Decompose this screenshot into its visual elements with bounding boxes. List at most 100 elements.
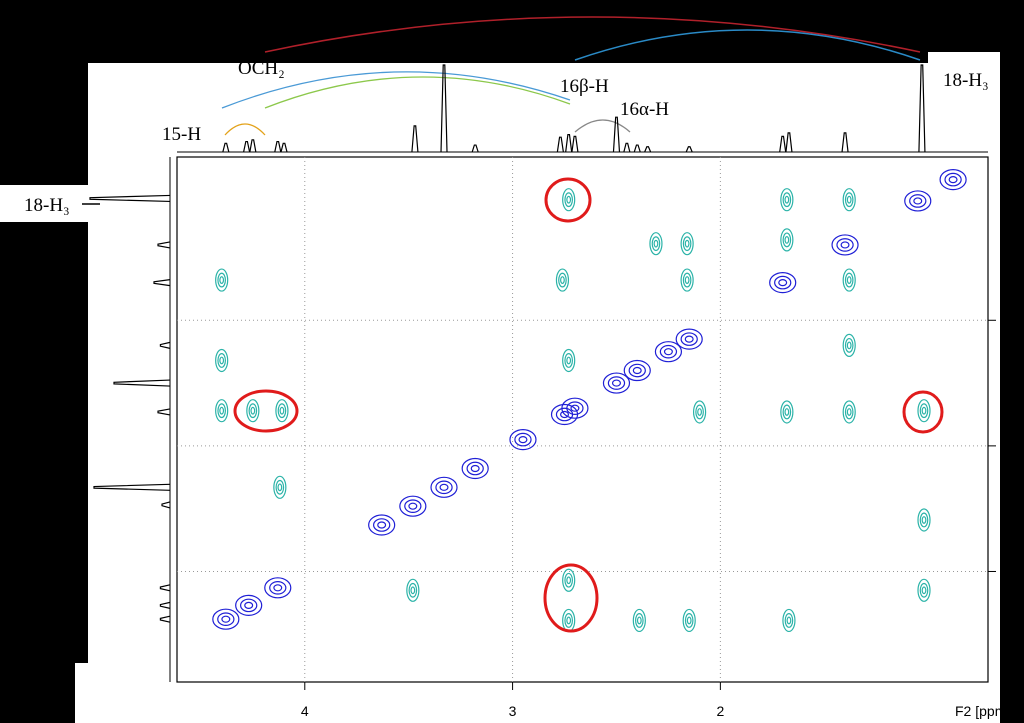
contour-ring <box>408 502 418 510</box>
contour-ring <box>560 410 570 419</box>
arc <box>264 16 921 53</box>
contour-ring <box>248 403 258 419</box>
contour-ring <box>564 353 574 368</box>
contour-ring <box>217 272 226 288</box>
peak <box>562 188 576 212</box>
contour-ring <box>913 197 923 205</box>
peak <box>215 348 229 373</box>
peak <box>780 228 794 252</box>
contour-ring <box>692 400 707 424</box>
contour-ring <box>273 475 287 499</box>
contour-ring <box>680 332 698 346</box>
annotation: 15-H <box>162 124 201 145</box>
contour-ring <box>215 268 229 292</box>
contour-ring <box>244 601 254 609</box>
y-tick-label: 2 <box>1008 316 1024 324</box>
peak <box>264 577 292 599</box>
contour-ring <box>235 594 263 616</box>
contour-ring <box>846 195 852 204</box>
annotation: 16β-H <box>560 76 609 97</box>
contour-ring <box>628 363 646 378</box>
projection-peak <box>89 194 171 203</box>
contour-ring <box>695 404 704 420</box>
contour-ring <box>682 608 696 633</box>
contour-ring <box>774 275 792 290</box>
peak <box>675 328 703 350</box>
projection-peak <box>779 135 787 153</box>
contour-ring <box>784 613 794 628</box>
contour-ring <box>846 408 852 416</box>
plot-frame <box>176 156 989 683</box>
contour-ring <box>919 403 929 419</box>
peak <box>632 608 646 633</box>
contour-ring <box>663 348 673 356</box>
contour-ring <box>430 476 458 498</box>
contour-ring <box>269 581 287 595</box>
contour-ring <box>373 518 391 532</box>
peak <box>842 333 856 357</box>
contour-ring <box>566 195 572 204</box>
contour-ring <box>518 435 528 444</box>
peak <box>555 268 570 292</box>
projection-peak <box>249 139 257 153</box>
contour-ring <box>240 598 258 613</box>
x-tick-label: 4 <box>301 703 309 719</box>
peak <box>842 400 856 424</box>
projection-peak <box>556 136 564 153</box>
projection-peak <box>623 142 631 153</box>
contour-ring <box>939 169 967 191</box>
contour-ring <box>221 615 231 623</box>
contour-ring <box>651 236 661 252</box>
projection-peak <box>161 501 171 509</box>
contour-ring <box>408 582 418 598</box>
contour-ring <box>377 521 387 529</box>
peak <box>692 400 707 424</box>
projection-peak <box>113 379 171 387</box>
contour-ring <box>680 268 694 292</box>
contour-ring <box>217 353 226 368</box>
contour-ring <box>219 276 225 284</box>
peak <box>246 399 260 423</box>
contour-ring <box>273 584 283 592</box>
contour-ring <box>684 239 690 248</box>
projection-peak <box>685 146 693 153</box>
contour-ring <box>561 397 589 419</box>
peak <box>780 400 794 424</box>
contour-ring <box>277 483 283 492</box>
label-box <box>928 52 1000 66</box>
peak <box>623 359 651 382</box>
projection-peak <box>411 125 419 153</box>
projection-peak <box>274 140 282 153</box>
contour-ring <box>675 328 703 350</box>
contour-ring <box>921 516 927 524</box>
contour-ring <box>904 190 932 212</box>
peak <box>842 268 856 292</box>
contour-ring <box>842 268 856 292</box>
peak <box>368 514 396 536</box>
peak <box>904 190 932 212</box>
contour-ring <box>435 480 453 495</box>
projection-peak <box>280 142 288 153</box>
contour-ring <box>919 512 929 528</box>
contour-ring <box>461 457 489 480</box>
peak <box>680 232 694 256</box>
x-tick-label: 3 <box>509 703 517 719</box>
highlight <box>902 390 944 434</box>
contour-ring <box>844 192 854 208</box>
x-axis-label: F2 [ppm] <box>955 703 1010 719</box>
contour-ring <box>623 359 651 382</box>
contour-ring <box>780 188 794 212</box>
contour-ring <box>840 241 850 249</box>
projection-peak <box>159 615 171 623</box>
contour-ring <box>909 194 927 208</box>
peak <box>649 232 663 256</box>
contour-ring <box>842 333 856 357</box>
contour-ring <box>944 172 962 187</box>
projection-peak <box>222 142 230 153</box>
contour-ring <box>653 239 659 248</box>
contour-ring <box>219 406 225 415</box>
contour-ring <box>279 406 285 415</box>
contour-ring <box>215 348 229 373</box>
contour-ring <box>602 372 631 394</box>
peak <box>562 568 576 592</box>
